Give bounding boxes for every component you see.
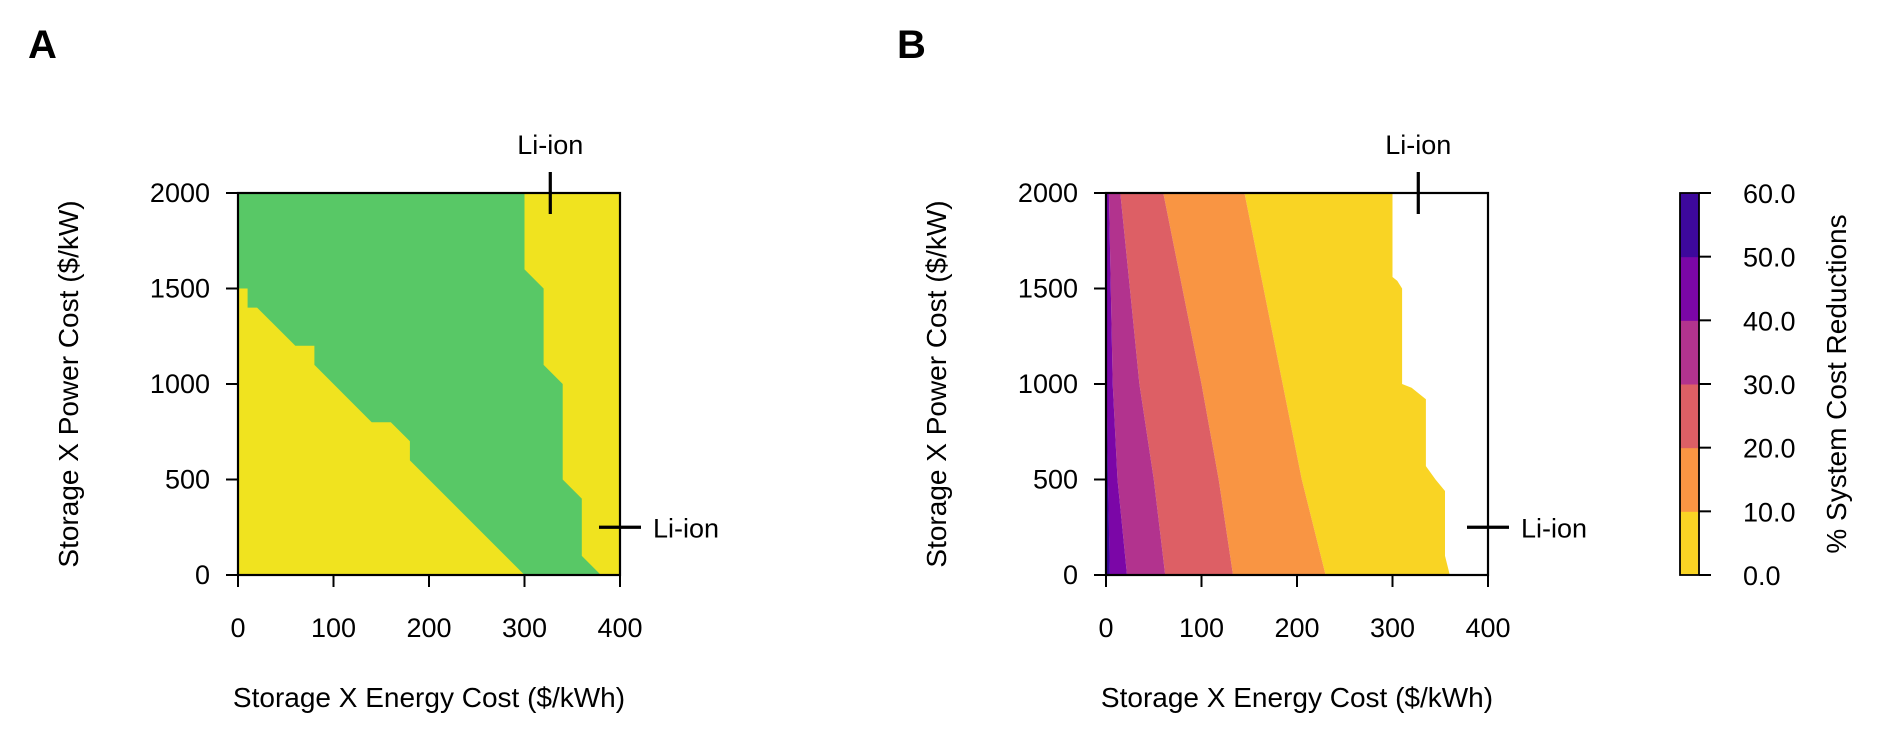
- colorbar-block: [1680, 256, 1699, 321]
- x-tick-label: 0: [230, 613, 245, 643]
- x-tick-label: 200: [1274, 613, 1319, 643]
- y-tick-label: 1000: [1018, 369, 1078, 399]
- y-tick-label: 500: [165, 465, 210, 495]
- y-axis-label: Storage X Power Cost ($/kW): [921, 200, 952, 567]
- panel-letter-a: A: [28, 23, 57, 67]
- colorbar-tick-label: 10.0: [1743, 497, 1796, 527]
- x-tick-label: 300: [1370, 613, 1415, 643]
- contour-band-0: [1244, 193, 1450, 575]
- plot-regions: [238, 193, 601, 575]
- contour-band-30: [1108, 193, 1166, 575]
- x-tick-label: 0: [1098, 613, 1113, 643]
- plot-regions: [1106, 193, 1450, 575]
- li-ion-power-label: Li-ion: [1521, 513, 1587, 543]
- li-ion-energy-label: Li-ion: [1385, 130, 1451, 160]
- colorbar-block: [1680, 384, 1699, 449]
- x-tick-label: 300: [502, 613, 547, 643]
- y-tick-label: 2000: [150, 178, 210, 208]
- y-tick-label: 1500: [150, 274, 210, 304]
- y-tick-label: 1000: [150, 369, 210, 399]
- colorbar-blocks: [1680, 193, 1699, 576]
- li-ion-markers: Li-ion Li-ion: [517, 130, 719, 543]
- li-ion-energy-label: Li-ion: [517, 130, 583, 160]
- contour-band-40: [1106, 193, 1127, 575]
- colorbar-tick-label: 30.0: [1743, 370, 1796, 400]
- colorbar-tick-label: 50.0: [1743, 243, 1796, 273]
- colorbar-block: [1680, 193, 1699, 258]
- colorbar-tick-label: 0.0: [1743, 561, 1781, 591]
- colorbar-ticks: 0.0 10.0 20.0 30.0 40.0 50.0 60.0: [1699, 179, 1796, 591]
- y-ticks: 0 500 1000 1500 2000: [1018, 178, 1106, 590]
- contour-band-20: [1120, 193, 1233, 575]
- contour-band-10: [1163, 193, 1326, 575]
- colorbar-tick-label: 60.0: [1743, 179, 1796, 209]
- green-region: [238, 193, 601, 575]
- x-axis-label: Storage X Energy Cost ($/kWh): [233, 682, 625, 713]
- x-tick-label: 400: [1465, 613, 1510, 643]
- colorbar-label: % System Cost Reductions: [1821, 214, 1852, 553]
- y-tick-label: 1500: [1018, 274, 1078, 304]
- colorbar-block: [1680, 511, 1699, 576]
- x-axis-label: Storage X Energy Cost ($/kWh): [1101, 682, 1493, 713]
- x-tick-label: 400: [597, 613, 642, 643]
- colorbar-block: [1680, 320, 1699, 385]
- y-axis-label: Storage X Power Cost ($/kW): [53, 200, 84, 567]
- li-ion-power-label: Li-ion: [653, 513, 719, 543]
- colorbar: 0.0 10.0 20.0 30.0 40.0 50.0 60.0 % System Cos…: [1679, 179, 1852, 591]
- x-tick-label: 100: [311, 613, 356, 643]
- y-tick-label: 0: [1063, 560, 1078, 590]
- colorbar-tick-label: 40.0: [1743, 306, 1796, 336]
- panel-letter-b: B: [897, 23, 926, 67]
- li-ion-markers: Li-ion Li-ion: [1385, 130, 1587, 543]
- x-tick-label: 100: [1179, 613, 1224, 643]
- x-ticks: 0 100 200 300 400: [1098, 575, 1511, 643]
- x-ticks: 0 100 200 300 400: [230, 575, 643, 643]
- colorbar-block: [1680, 447, 1699, 512]
- y-tick-label: 0: [195, 560, 210, 590]
- y-ticks: 0 500 1000 1500 2000: [150, 178, 238, 590]
- y-tick-label: 2000: [1018, 178, 1078, 208]
- colorbar-tick-label: 20.0: [1743, 434, 1796, 464]
- y-tick-label: 500: [1033, 465, 1078, 495]
- x-tick-label: 200: [406, 613, 451, 643]
